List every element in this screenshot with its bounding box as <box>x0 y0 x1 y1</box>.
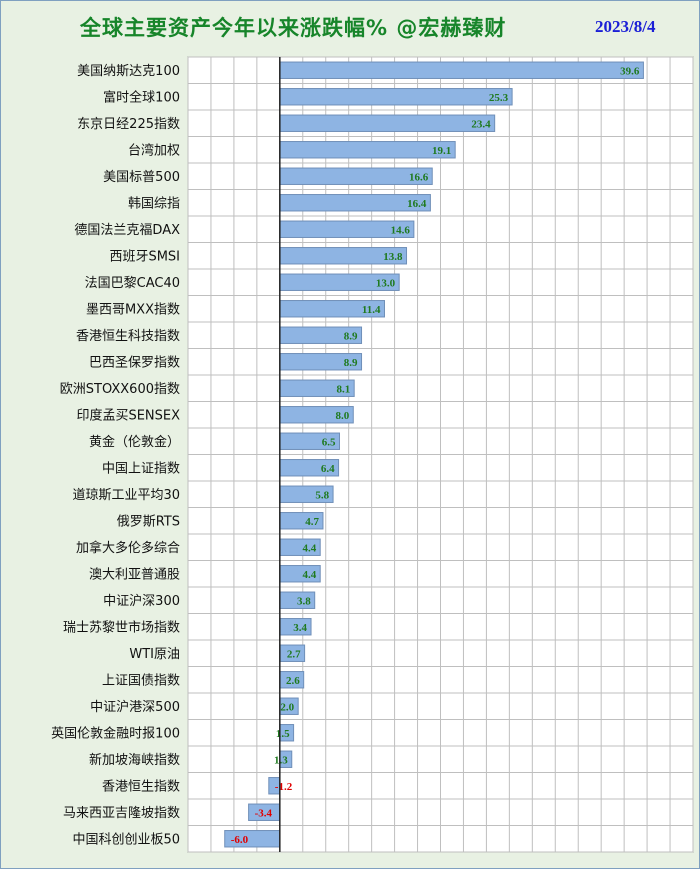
data-label: 13.8 <box>383 251 403 263</box>
data-label: 6.4 <box>321 463 335 475</box>
category-label: 瑞士苏黎世市场指数 <box>63 619 180 635</box>
data-label: 1.3 <box>274 754 288 766</box>
category-label: 香港恒生指数 <box>102 779 180 794</box>
data-label: 16.6 <box>409 171 429 183</box>
data-label: 2.7 <box>287 648 301 660</box>
category-label: 中国上证指数 <box>102 461 180 476</box>
data-label: 5.8 <box>315 489 329 501</box>
data-label: 23.4 <box>471 118 491 130</box>
category-label: 香港恒生科技指数 <box>76 329 180 344</box>
data-label: 4.4 <box>302 569 316 581</box>
category-label: 上证国债指数 <box>102 673 180 688</box>
data-label: 4.4 <box>302 542 316 554</box>
data-label: 8.0 <box>336 410 350 422</box>
data-label: 39.6 <box>620 65 640 77</box>
data-label: 2.6 <box>286 675 300 687</box>
category-label: 中证沪港深500 <box>90 699 180 715</box>
category-label: 新加坡海峡指数 <box>89 752 180 768</box>
chart-date: 2023/8/4 <box>595 17 656 36</box>
category-label: 东京日经225指数 <box>77 117 180 132</box>
category-label: 澳大利亚普通股 <box>89 566 180 582</box>
data-label: 11.4 <box>362 304 381 316</box>
category-label: 德国法兰克福DAX <box>74 223 180 238</box>
bar <box>279 114 496 132</box>
bar <box>279 88 513 106</box>
category-label: WTI原油 <box>129 647 180 662</box>
category-label: 富时全球100 <box>103 89 180 105</box>
category-label: 欧洲STOXX600指数 <box>60 382 180 397</box>
data-label: -3.4 <box>255 807 273 819</box>
data-label: 8.9 <box>344 330 358 342</box>
category-label: 黄金（伦敦金） <box>89 434 180 450</box>
data-label: 3.4 <box>293 622 307 634</box>
data-label: -6.0 <box>231 834 249 846</box>
category-label: 法国巴黎CAC40 <box>85 276 180 291</box>
bar <box>279 61 644 79</box>
category-label: 中证沪深300 <box>103 593 180 609</box>
category-label: 西班牙SMSI <box>109 249 180 264</box>
data-label: 25.3 <box>489 92 509 104</box>
category-label: 台湾加权 <box>128 142 180 158</box>
category-label: 印度孟买SENSEX <box>76 407 180 423</box>
data-label: 14.6 <box>391 224 411 236</box>
data-label: 8.9 <box>344 357 358 369</box>
category-label: 俄罗斯RTS <box>117 514 180 529</box>
data-label: 2.0 <box>280 701 294 713</box>
data-label: 13.0 <box>376 277 396 289</box>
category-label: 加拿大多伦多综合 <box>76 540 180 556</box>
category-label: 马来西亚吉隆坡指数 <box>63 806 180 821</box>
category-label: 英国伦敦金融时报100 <box>51 725 180 741</box>
category-label: 美国纳斯达克100 <box>77 64 180 79</box>
bar <box>279 141 456 159</box>
data-label: 3.8 <box>297 595 311 607</box>
category-label: 中国科创创业板50 <box>72 832 180 847</box>
data-label: 1.5 <box>276 728 290 740</box>
data-label: -1.2 <box>275 781 293 793</box>
category-label: 巴西圣保罗指数 <box>89 355 180 370</box>
category-label: 美国标普500 <box>103 170 180 185</box>
chart-title: 全球主要资产今年以来涨跌幅% @宏赫臻财 <box>80 16 507 40</box>
data-label: 4.7 <box>305 516 319 528</box>
category-label: 道琼斯工业平均30 <box>72 488 180 503</box>
data-label: 19.1 <box>432 145 451 157</box>
data-label: 6.5 <box>322 436 336 448</box>
category-label: 韩国综指 <box>128 196 180 211</box>
data-label: 16.4 <box>407 198 427 210</box>
category-label: 墨西哥MXX指数 <box>86 302 180 317</box>
data-label: 8.1 <box>336 383 350 395</box>
